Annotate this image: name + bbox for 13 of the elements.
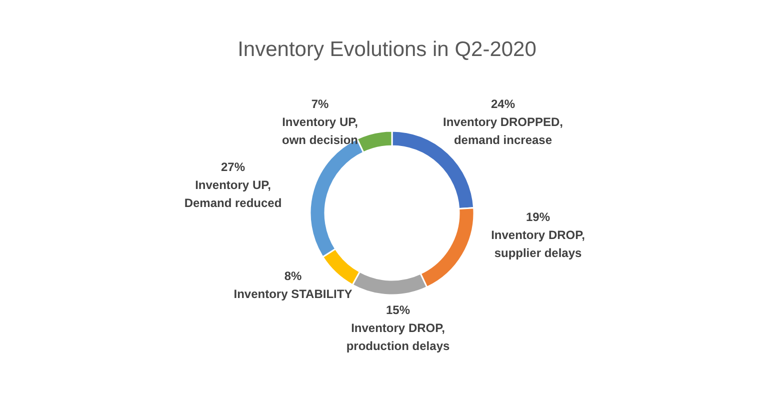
slice-label: Inventory UP, own decision xyxy=(282,115,358,147)
slice-label: Inventory DROP, production delays xyxy=(346,321,450,353)
data-label: 15% xyxy=(386,303,410,317)
slice-label: Inventory STABILITY xyxy=(234,287,352,301)
slice-label: Inventory UP, Demand reduced xyxy=(184,178,282,210)
data-label: 19% xyxy=(526,210,550,224)
slice-label: Inventory DROP, supplier delays xyxy=(491,228,585,260)
data-label: 7% xyxy=(311,97,329,111)
chart-title: Inventory Evolutions in Q2-2020 xyxy=(236,38,538,62)
slice-label: Inventory DROPPED, demand increase xyxy=(442,115,564,147)
data-label: 27% xyxy=(220,160,246,174)
data-label: 24% xyxy=(490,97,516,111)
data-label: 8% xyxy=(284,269,302,283)
